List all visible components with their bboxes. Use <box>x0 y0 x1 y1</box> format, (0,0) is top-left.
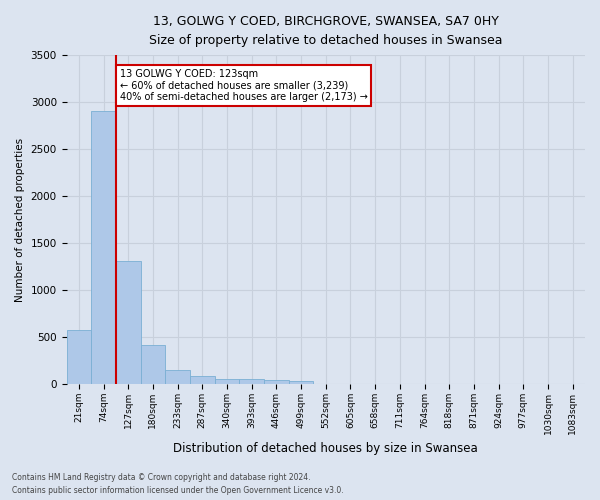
Bar <box>116 261 140 384</box>
Text: Contains HM Land Registry data © Crown copyright and database right 2024.
Contai: Contains HM Land Registry data © Crown c… <box>12 474 344 495</box>
Bar <box>140 346 165 384</box>
Bar <box>91 112 116 384</box>
Bar <box>289 380 313 384</box>
Y-axis label: Number of detached properties: Number of detached properties <box>15 138 25 302</box>
Bar <box>165 370 190 384</box>
Bar <box>239 379 264 384</box>
Text: 13 GOLWG Y COED: 123sqm
← 60% of detached houses are smaller (3,239)
40% of semi: 13 GOLWG Y COED: 123sqm ← 60% of detache… <box>119 69 367 102</box>
Bar <box>190 376 215 384</box>
X-axis label: Distribution of detached houses by size in Swansea: Distribution of detached houses by size … <box>173 442 478 455</box>
Bar <box>67 330 91 384</box>
Bar <box>264 380 289 384</box>
Bar <box>215 378 239 384</box>
Title: 13, GOLWG Y COED, BIRCHGROVE, SWANSEA, SA7 0HY
Size of property relative to deta: 13, GOLWG Y COED, BIRCHGROVE, SWANSEA, S… <box>149 15 503 47</box>
